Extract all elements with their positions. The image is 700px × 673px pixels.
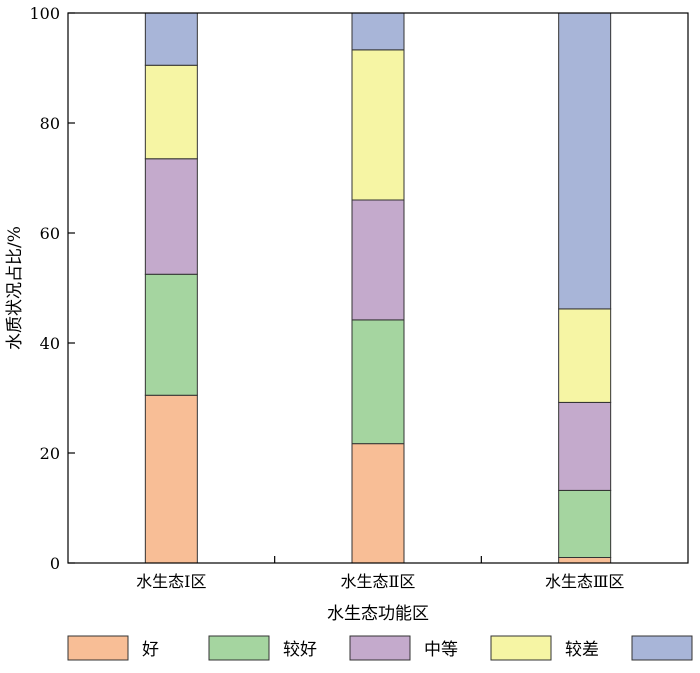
bar-segment-2-5 [351, 12, 405, 51]
legend-label-4: 较差 [565, 640, 599, 660]
bar-segment-3-2 [558, 489, 612, 558]
legend-label-1: 好 [142, 640, 159, 660]
bar-segment-2-1 [351, 443, 405, 564]
bars-layer [144, 12, 612, 564]
bar-segment-1-2 [144, 273, 198, 396]
bar-segment-2-4 [351, 49, 405, 201]
bar-segment-3-1 [558, 557, 612, 564]
y-tick-label-3: 60 [40, 224, 60, 243]
legend-swatch-3 [349, 635, 411, 661]
y-tick-label-0: 0 [50, 554, 60, 573]
legend-swatch-1 [67, 635, 129, 661]
bar-segment-1-3 [144, 158, 198, 275]
y-tick-label-4: 80 [40, 114, 60, 133]
x-axis: 水生态Ⅰ区 水生态Ⅱ区 水生态Ⅲ区 [136, 556, 624, 591]
bar-segment-2-3 [351, 199, 405, 321]
bar-segment-3-3 [558, 401, 612, 491]
y-tick-label-2: 40 [40, 334, 60, 353]
plot-frame [67, 12, 689, 564]
bar-segment-1-1 [144, 394, 198, 564]
bar-segment-1-4 [144, 64, 198, 160]
legend-swatch-2 [208, 635, 270, 661]
x-category-label-1: 水生态Ⅰ区 [136, 572, 206, 591]
bar-segment-1-5 [144, 12, 198, 66]
legend-swatch-5 [631, 635, 693, 661]
y-tick-label-5: 100 [29, 4, 60, 23]
bar-segment-3-4 [558, 308, 612, 403]
y-axis-title: 水质状况占比/% [5, 226, 25, 350]
x-axis-title: 水生态功能区 [327, 604, 429, 624]
legend: 好较好中等较差差 [67, 635, 693, 661]
bar-segment-3-5 [558, 12, 612, 310]
legend-swatch-4 [490, 635, 552, 661]
y-tick-label-1: 20 [40, 444, 60, 463]
x-category-label-3: 水生态Ⅲ区 [545, 572, 624, 591]
legend-label-3: 中等 [424, 640, 458, 660]
x-category-label-2: 水生态Ⅱ区 [341, 572, 416, 591]
legend-label-2: 较好 [283, 640, 317, 660]
bar-segment-2-2 [351, 319, 405, 445]
y-axis: 0 20 40 60 80 100 [29, 4, 75, 573]
